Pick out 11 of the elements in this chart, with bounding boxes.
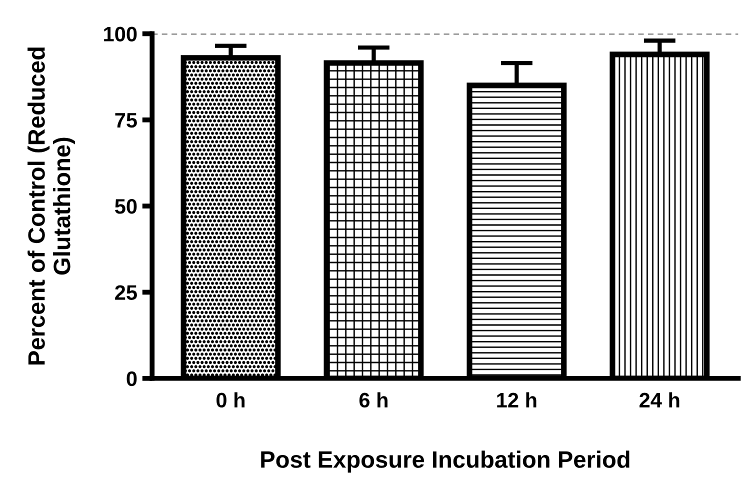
y-tick-label: 25 [115,285,137,300]
y-tick-label: 0 [126,371,137,386]
y-axis-title: Percent of Control (Reduced Glutathione) [28,48,75,365]
x-tick-label: 12 h [497,392,536,408]
x-tick-label: 24 h [640,392,680,408]
x-axis-title: Post Exposure Incubation Period [261,450,630,473]
x-tick-label: 0 h [216,392,245,408]
x-tick-label: 6 h [359,392,388,408]
y-tick-label: 50 [114,199,137,214]
y-tick-label: 75 [115,113,137,128]
y-tick-label: 100 [104,26,137,42]
